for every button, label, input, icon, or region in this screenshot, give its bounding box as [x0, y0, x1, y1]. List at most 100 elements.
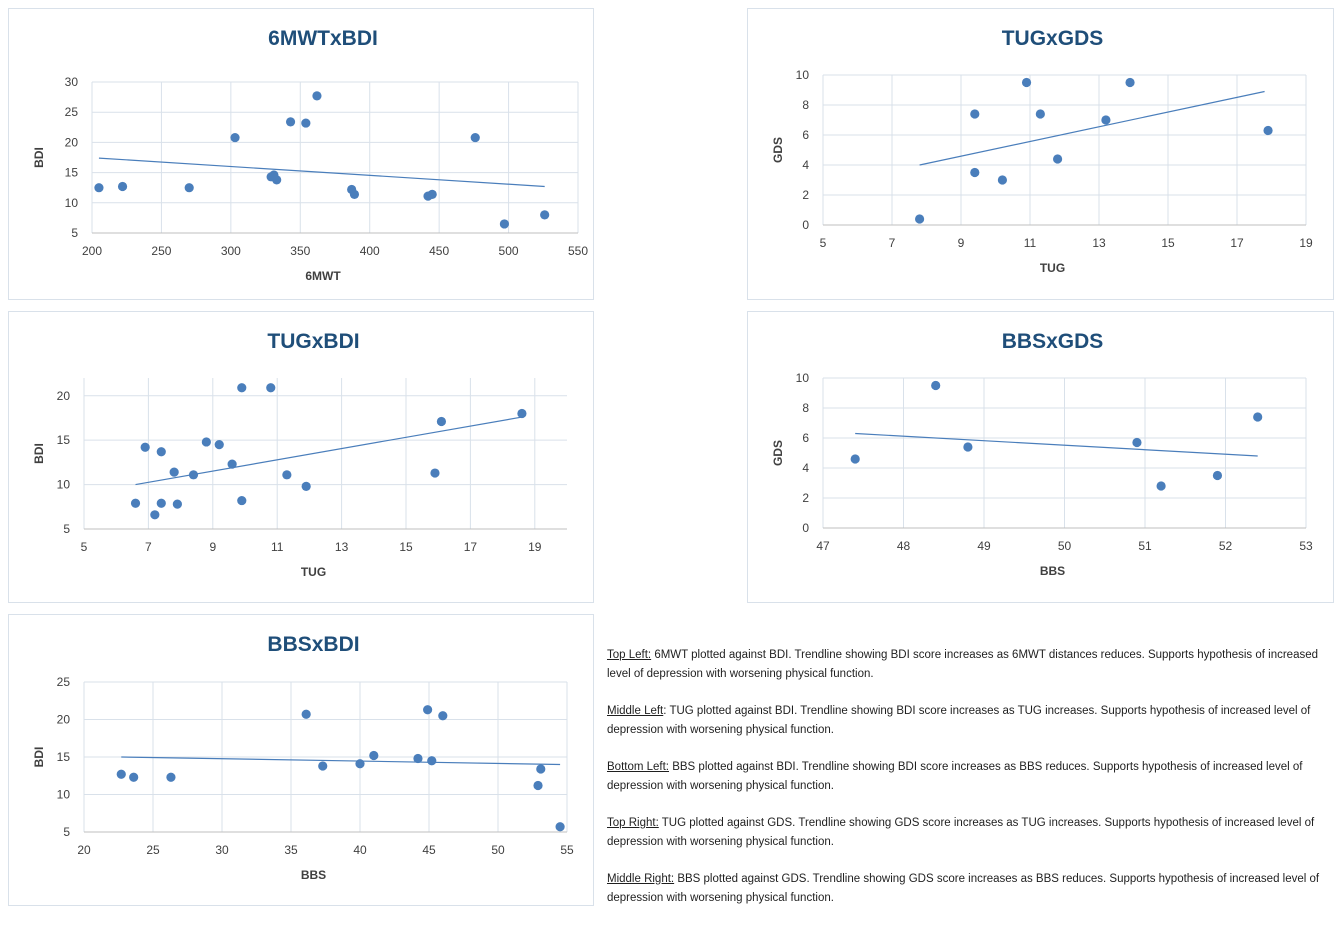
x-tick-label: 45 [422, 843, 436, 857]
chart-title: BBSxGDS [1002, 330, 1104, 353]
data-point [470, 132, 480, 143]
chart-tug-bdi: TUGxBDI 5 10 15 20 5 7 9 11 13 15 17 19 TUG BDI [32, 330, 567, 579]
x-tick-label: 30 [215, 843, 229, 857]
x-axis-label: 6MWT [305, 269, 341, 283]
x-tick-label: 13 [1092, 236, 1106, 250]
chart-bbs-bdi: BBSxBDI 5 10 15 20 25 20 25 30 35 40 45 50 55 BBS BDI [32, 633, 574, 882]
data-point [116, 769, 126, 779]
x-axis-label: BBS [301, 868, 326, 882]
note-text: BBS plotted against GDS. Trendline showi… [607, 873, 1320, 904]
y-axis-label: BDI [32, 147, 46, 168]
note-middle-left: Middle Left: TUG plotted against BDI. Tr… [607, 702, 1337, 740]
data-point [369, 750, 379, 761]
x-tick-label: 25 [146, 843, 160, 857]
data-point [214, 440, 224, 450]
y-tick-label: 30 [65, 75, 79, 89]
trendline [98, 157, 545, 188]
data-point [94, 183, 104, 193]
data-point [312, 91, 322, 101]
x-tick-label: 200 [82, 244, 102, 258]
data-point [349, 189, 360, 199]
x-tick-label: 450 [429, 244, 449, 258]
x-tick-label: 50 [491, 843, 505, 857]
data-point [413, 753, 423, 764]
data-point [555, 822, 565, 832]
data-point [129, 772, 139, 782]
data-point [1212, 470, 1223, 481]
x-tick-label: 48 [897, 539, 911, 553]
x-tick-label: 17 [1230, 236, 1244, 250]
x-tick-label: 49 [977, 539, 991, 553]
y-tick-label: 4 [802, 461, 809, 475]
y-tick-label: 6 [802, 431, 809, 445]
note-middle-right: Middle Right: BBS plotted against GDS. T… [607, 870, 1337, 908]
data-point [931, 380, 941, 391]
data-point [150, 510, 160, 520]
trendline [135, 416, 523, 486]
x-axis-label: BBS [1040, 564, 1065, 578]
trendline [121, 756, 561, 766]
x-tick-label: 11 [1024, 236, 1037, 250]
data-point [430, 468, 440, 478]
x-tick-label: 40 [353, 843, 367, 857]
x-tick-label: 250 [151, 244, 171, 258]
y-tick-label: 2 [802, 491, 809, 505]
y-tick-label: 25 [57, 675, 71, 689]
chart-bbs-gds: BBSxGDS 0 2 4 6 8 10 47 48 49 50 51 52 53 BBS GDS [771, 330, 1313, 578]
y-tick-label: 5 [63, 825, 70, 839]
x-tick-label: 5 [820, 236, 827, 250]
data-point [1021, 77, 1032, 88]
y-tick-label: 15 [57, 433, 71, 447]
y-tick-label: 20 [57, 389, 71, 403]
data-point [536, 764, 546, 774]
trendline [855, 432, 1258, 457]
chart-panel-6mwt-bdi: 6MWTxBDI 5 10 15 20 25 30 200 250 300 350 400 450 500… [8, 8, 594, 300]
data-point [166, 772, 176, 782]
data-point [301, 118, 311, 128]
x-tick-label: 500 [499, 244, 519, 258]
chart-tug-gds: TUGxGDS 0 2 4 6 8 10 5 7 9 11 13 15 17 19 TUG GDS [771, 27, 1313, 275]
note-text: TUG plotted against GDS. Trendline showi… [607, 817, 1315, 848]
data-point [318, 761, 328, 771]
data-point [970, 109, 980, 119]
y-tick-label: 15 [65, 166, 79, 180]
data-point [1053, 154, 1063, 164]
y-tick-label: 10 [65, 196, 79, 210]
data-point [227, 459, 237, 469]
chart-title: BBSxBDI [267, 633, 359, 656]
note-bottom-left: Bottom Left: BBS plotted against BDI. Tr… [607, 758, 1337, 796]
data-point [184, 183, 194, 193]
y-tick-label: 25 [65, 105, 79, 119]
x-tick-label: 13 [335, 540, 349, 554]
x-tick-label: 50 [1058, 539, 1072, 553]
data-point [117, 181, 128, 192]
x-tick-label: 9 [209, 540, 216, 554]
data-point [285, 117, 296, 127]
data-point [237, 383, 247, 393]
data-point [438, 711, 448, 721]
data-point [517, 408, 527, 419]
data-point [301, 709, 311, 719]
data-point [355, 759, 365, 769]
data-point [1263, 125, 1273, 136]
y-axis-label: BDI [32, 747, 46, 768]
x-tick-label: 55 [560, 843, 574, 857]
chart-panel-tug-bdi: TUGxBDI 5 10 15 20 5 7 9 11 13 15 17 19 TUG BDI [8, 311, 594, 603]
data-point [427, 189, 437, 199]
y-axis-label: GDS [771, 440, 785, 466]
data-point [266, 383, 276, 393]
x-tick-label: 47 [816, 539, 830, 553]
data-point [272, 175, 282, 185]
note-text: BBS plotted against BDI. Trendline showi… [607, 761, 1303, 792]
x-tick-label: 350 [290, 244, 310, 258]
data-point [230, 132, 240, 143]
data-point [140, 442, 150, 452]
note-text: 6MWT plotted against BDI. Trendline show… [607, 649, 1319, 680]
chart-title: TUGxBDI [267, 330, 359, 353]
x-tick-label: 400 [360, 244, 380, 258]
y-tick-label: 6 [802, 128, 809, 142]
y-axis-label: BDI [32, 443, 46, 464]
data-point [1035, 109, 1045, 119]
y-tick-label: 10 [57, 478, 71, 492]
y-tick-label: 0 [802, 521, 809, 535]
